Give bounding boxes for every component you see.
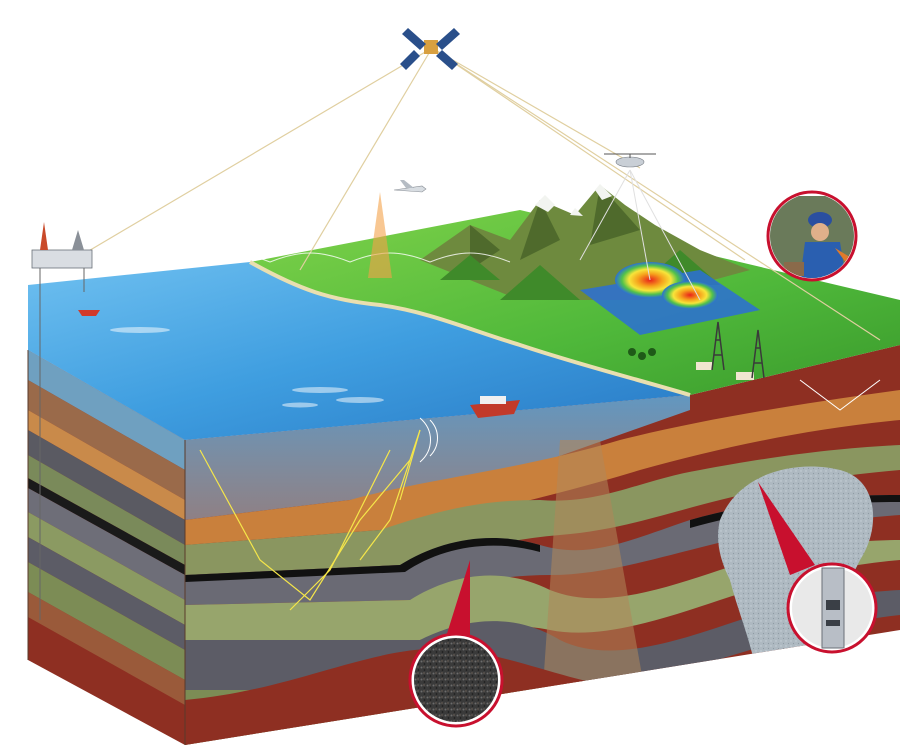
sea-highlights — [110, 327, 384, 408]
sea-surface — [28, 262, 690, 440]
helicopter-icon — [604, 153, 656, 168]
logging-tool-inset — [758, 482, 878, 654]
land-seismic-rays — [799, 379, 881, 411]
satellite-signal-lines — [69, 47, 881, 341]
satellite-icon — [400, 28, 460, 70]
survey-track — [109, 252, 511, 263]
airplane-icon — [393, 180, 427, 193]
geologist-inset — [766, 190, 858, 282]
boat-icon — [78, 310, 100, 316]
village — [628, 348, 754, 380]
block-edges — [27, 350, 186, 745]
derrick-icon — [711, 321, 765, 379]
seismic-rays — [199, 429, 421, 611]
helicopter-signal-lines — [579, 169, 701, 301]
oil-rig-icon — [31, 222, 93, 620]
shoreline — [249, 260, 691, 397]
rock-core-inset — [408, 560, 504, 728]
airplane-beam — [368, 192, 392, 278]
seismic-vessel-icon — [419, 396, 520, 463]
